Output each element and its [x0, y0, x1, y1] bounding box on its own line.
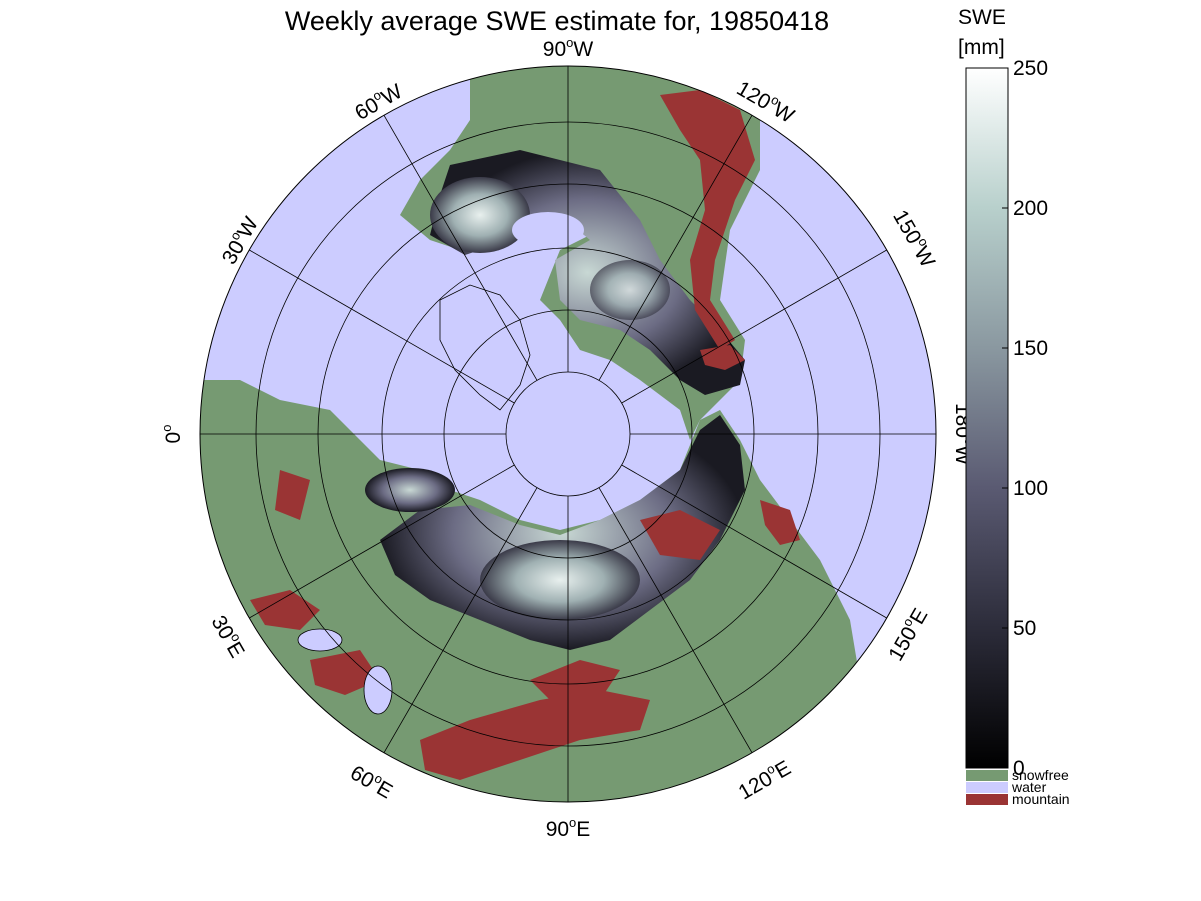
canada-east-snow: [430, 177, 530, 253]
himalaya-mountains: [420, 690, 650, 780]
meridian-line: [249, 249, 515, 404]
rocky-mountains: [660, 90, 755, 350]
colorbar-ticks: 0 50 100 150 200 250: [1002, 57, 1048, 780]
meridian-line: [598, 487, 753, 753]
colorbar-title-line1: SWE: [958, 6, 1006, 29]
meridian-line: [383, 487, 538, 753]
siberia-snow: [480, 540, 640, 620]
caucasus-mountains: [310, 650, 380, 695]
scandinavia-snow: [365, 468, 455, 512]
legend-swatch-water: [966, 782, 1008, 793]
meridian-line: [621, 464, 887, 619]
colorbar-tick-label: 50: [1013, 617, 1036, 640]
lon-label-90e: 90oE: [546, 815, 591, 841]
east-siberia-mountains: [640, 510, 720, 560]
hudson-bay: [512, 212, 584, 248]
lon-label-90w: 90oW: [543, 35, 594, 61]
colorbar-tick-label: 100: [1013, 477, 1048, 500]
lon-label-150w: 150oW: [888, 205, 942, 272]
eurasia-snow: [380, 415, 745, 650]
colorbar-gradient: [965, 67, 1009, 769]
meridian-line: [598, 115, 753, 381]
legend-label-water: water: [1011, 779, 1047, 795]
meridian-line: [383, 115, 538, 381]
lon-label-30e: 30oE: [207, 610, 252, 662]
colorbar-tick-label: 0: [1013, 757, 1025, 780]
scandinavia-mountains: [275, 470, 310, 520]
legend-swatch-snowfree: [966, 770, 1008, 781]
map-disc: [200, 66, 936, 802]
colorbar: SWE [mm] 0 50 100 150 200 250: [958, 6, 1048, 780]
legend-label-snowfree: snowfree: [1012, 767, 1069, 783]
colorbar-tick-label: 150: [1013, 337, 1048, 360]
legend-label-mountain: mountain: [1012, 791, 1070, 807]
map-title: Weekly average SWE estimate for, 1985041…: [284, 6, 830, 36]
kamchatka-mountains: [760, 500, 800, 545]
meridian-line: [249, 464, 515, 619]
meridian-lines: [200, 66, 936, 802]
greenland: [439, 284, 531, 411]
central-asia-mountains: [530, 660, 620, 705]
lon-label-60e: 60oE: [346, 759, 398, 804]
colorbar-title-line2: [mm]: [958, 36, 1005, 59]
canada-west-snow: [590, 260, 670, 320]
map-boundary: [199, 65, 937, 803]
colorbar-tick-label: 200: [1013, 197, 1048, 220]
black-sea: [297, 628, 343, 652]
legend-swatch-mountain: [966, 794, 1008, 805]
lon-label-120e: 120oE: [733, 754, 795, 805]
caspian-sea: [363, 665, 393, 715]
alps-mountains: [250, 590, 320, 630]
meridian-line: [621, 249, 887, 404]
colorbar-tick-label: 250: [1013, 57, 1048, 80]
arctic-ocean: [506, 372, 630, 496]
lon-label-0: 0o: [159, 425, 185, 444]
